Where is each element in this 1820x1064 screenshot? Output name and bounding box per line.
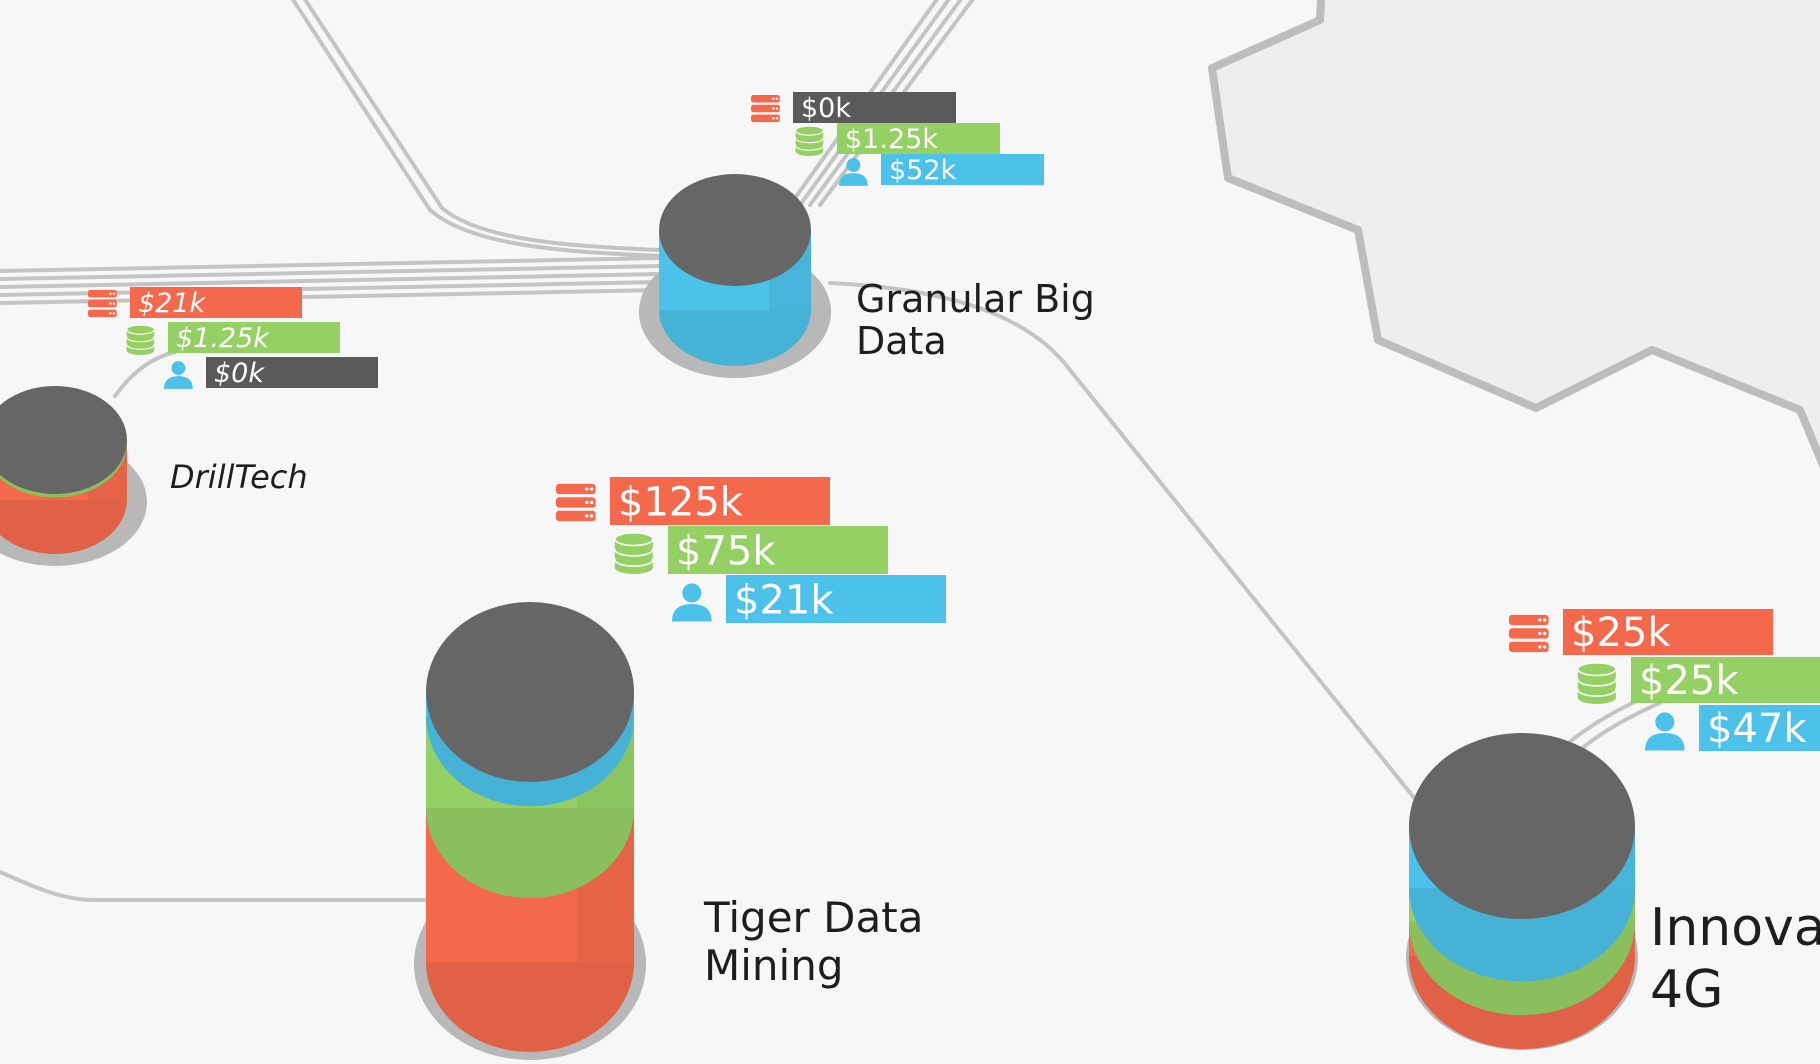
metric-bar-fill [610, 477, 830, 525]
database-icon [613, 532, 654, 575]
metric-bar-fill [130, 287, 302, 318]
link-drilltech-granular-3 [0, 272, 662, 289]
link-left-tiger [0, 870, 472, 902]
metric-bar-storage: $25k [1576, 657, 1820, 705]
link-granular-innova [828, 281, 1442, 832]
metric-bar-fill [1631, 657, 1820, 703]
node-label-line: Granular Big [856, 277, 1095, 321]
metric-value: $25k [1639, 658, 1739, 704]
node-label: Granular Big Data [856, 277, 1095, 363]
metric-bar-storage: $75k [613, 526, 888, 575]
metric-value: $1.25k [845, 124, 938, 155]
database-icon [125, 324, 155, 355]
node-top-cap [0, 386, 127, 494]
nodes-layer: Granular Big Data$0k$1.25k$52kDrillTech$2… [0, 92, 1820, 1060]
node-label-line: DrillTech [170, 458, 308, 496]
server-stack-icon [1509, 614, 1549, 653]
region-area [1208, 0, 1820, 469]
user-icon [164, 361, 193, 389]
server-stack-icon [751, 95, 780, 123]
server-stack-icon [88, 290, 117, 318]
node-label: DrillTech [170, 458, 308, 496]
node-label-line: 4G [1650, 960, 1723, 1020]
node-label: Innova 4G [1650, 898, 1820, 1020]
metric-bar-servers: $0k [751, 92, 956, 124]
node-drilltech[interactable]: DrillTech $21k $1.25k $0k [0, 287, 378, 566]
database-icon [795, 125, 824, 156]
metric-bar-servers: $125k [556, 477, 830, 525]
metric-bar-people: $0k [164, 357, 378, 389]
link-drilltech-granular-2 [0, 264, 662, 281]
node-top-cap [659, 174, 811, 286]
metric-bar-fill [1699, 705, 1820, 751]
metric-bar-fill [881, 154, 1044, 185]
metric-value: $47k [1707, 706, 1807, 752]
metric-value: $125k [618, 479, 744, 525]
metric-value: $0k [801, 93, 851, 124]
metric-bar-servers: $21k [88, 287, 302, 319]
metric-bar-fill [168, 322, 340, 353]
user-icon [839, 158, 868, 186]
node-label-line: Tiger Data [703, 893, 923, 942]
node-top-cap [1409, 733, 1635, 919]
user-icon [1645, 712, 1685, 751]
node-label-line: Mining [704, 941, 843, 990]
node-label-line: Data [856, 319, 947, 363]
node-top-cap [426, 602, 634, 782]
link-drilltech-granular [0, 256, 662, 273]
link-top-granular [290, 0, 662, 258]
node-label-line: Innova [1650, 898, 1820, 958]
metric-bar-fill [668, 526, 888, 574]
metric-bar-storage: $1.25k [795, 123, 1000, 156]
metric-value: $21k [138, 288, 207, 319]
node-tiger-data-mining[interactable]: Tiger Data Mining $125k$75k$21k [414, 477, 946, 1060]
node-innova-4g[interactable]: Innova 4G$25k$25k$47k [1406, 609, 1820, 1050]
connection-links [0, 0, 1672, 902]
metric-bar-fill [793, 92, 956, 123]
node-granular-big-data[interactable]: Granular Big Data $0k$1.25k$52k [639, 92, 1095, 378]
metric-value: $21k [734, 577, 834, 623]
link-drilltech-label [113, 350, 177, 398]
metric-bar-fill [206, 357, 378, 388]
metric-bar-storage: $1.25k [125, 322, 340, 355]
metric-bar-fill [1563, 609, 1773, 655]
database-icon [1576, 662, 1617, 705]
metric-value: $52k [889, 155, 957, 186]
metric-bar-servers: $25k [1509, 609, 1773, 656]
metric-value: $75k [676, 528, 776, 574]
metric-bar-people: $47k [1645, 705, 1820, 752]
metric-bar-fill [726, 575, 946, 623]
server-stack-icon [556, 483, 596, 522]
metric-bar-fill [837, 123, 1000, 154]
metric-value: $0k [214, 358, 265, 389]
metric-value: $25k [1571, 610, 1671, 656]
link-top-granular-2 [302, 0, 662, 252]
user-icon [672, 583, 712, 622]
metric-value: $1.25k [176, 323, 270, 354]
node-label: Tiger Data Mining [703, 893, 923, 990]
metric-bar-people: $52k [839, 154, 1044, 186]
metric-bar-people: $21k [672, 575, 946, 623]
